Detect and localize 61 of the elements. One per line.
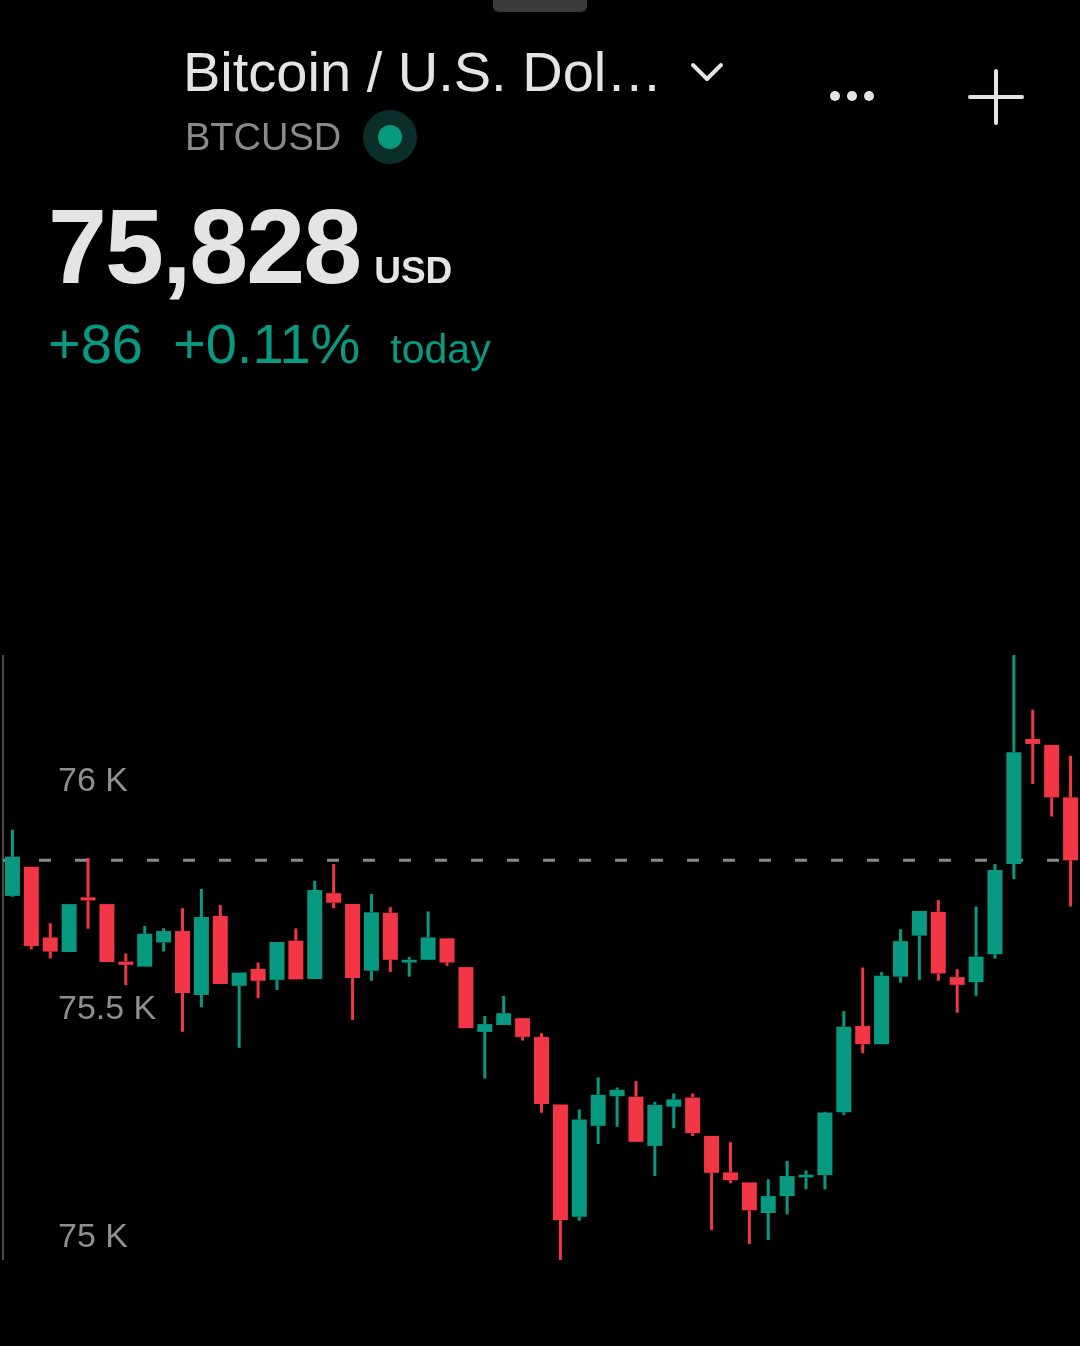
candlestick (760, 1179, 776, 1240)
text: USD (374, 250, 453, 291)
candlestick (666, 1093, 682, 1129)
candlestick (307, 880, 323, 979)
candlestick (156, 928, 172, 952)
text: +86 (48, 312, 143, 375)
candlestick (722, 1142, 738, 1184)
candlestick (477, 1015, 493, 1079)
candlestick (515, 1018, 531, 1041)
candlestick (363, 894, 379, 981)
candlestick (496, 995, 512, 1026)
candlestick (175, 908, 190, 1032)
candlestick (817, 1112, 833, 1190)
text: +0.11% (173, 312, 361, 375)
candlestick (269, 941, 285, 990)
candlestick (930, 900, 946, 981)
candlestick (647, 1101, 663, 1177)
candlestick (231, 972, 247, 1048)
candlestick (439, 938, 455, 966)
candlestick (874, 972, 890, 1045)
candlestick (345, 904, 361, 1021)
candlestick (893, 929, 908, 983)
candlestick (80, 858, 96, 929)
chart-subtitle: BTCUSD (185, 116, 342, 158)
candlestick (382, 907, 398, 973)
candlestick (779, 1160, 795, 1215)
candlestick (212, 905, 228, 984)
candlestick (1025, 709, 1041, 785)
y-tick-label: 76 K (58, 760, 129, 799)
candlestick (836, 1010, 852, 1115)
candlestick (968, 906, 984, 996)
candlestick (552, 1104, 568, 1260)
candlestick (288, 928, 304, 980)
candlestick (250, 962, 266, 999)
candlestick (855, 967, 871, 1054)
text: 75,828 (48, 187, 361, 305)
y-tick-label: 75 K (58, 1216, 129, 1255)
candlestick (628, 1081, 644, 1142)
candlestick (685, 1093, 701, 1136)
candlestick (1063, 755, 1079, 907)
candlestick (420, 911, 436, 960)
candlestick (326, 863, 342, 909)
y-tick-label: 75.5 K (58, 988, 157, 1027)
candlestick (571, 1109, 587, 1221)
text: today (390, 326, 491, 372)
candlestick (193, 889, 209, 1008)
candlestick (987, 863, 1003, 959)
candlestick (23, 866, 39, 950)
candlestick (401, 957, 417, 977)
candlestick (590, 1077, 606, 1145)
candlestick (137, 926, 153, 967)
candlestick (949, 969, 965, 1013)
candlestick (704, 1135, 720, 1230)
candlestick (42, 923, 58, 959)
candlestick (534, 1033, 549, 1113)
candlestick (1006, 655, 1022, 880)
candlestick (118, 953, 134, 985)
candlestick (911, 910, 927, 980)
candlestick (609, 1087, 625, 1127)
chart-title: Bitcoin / U.S. Dol… (183, 40, 663, 103)
candlestick (741, 1182, 757, 1245)
